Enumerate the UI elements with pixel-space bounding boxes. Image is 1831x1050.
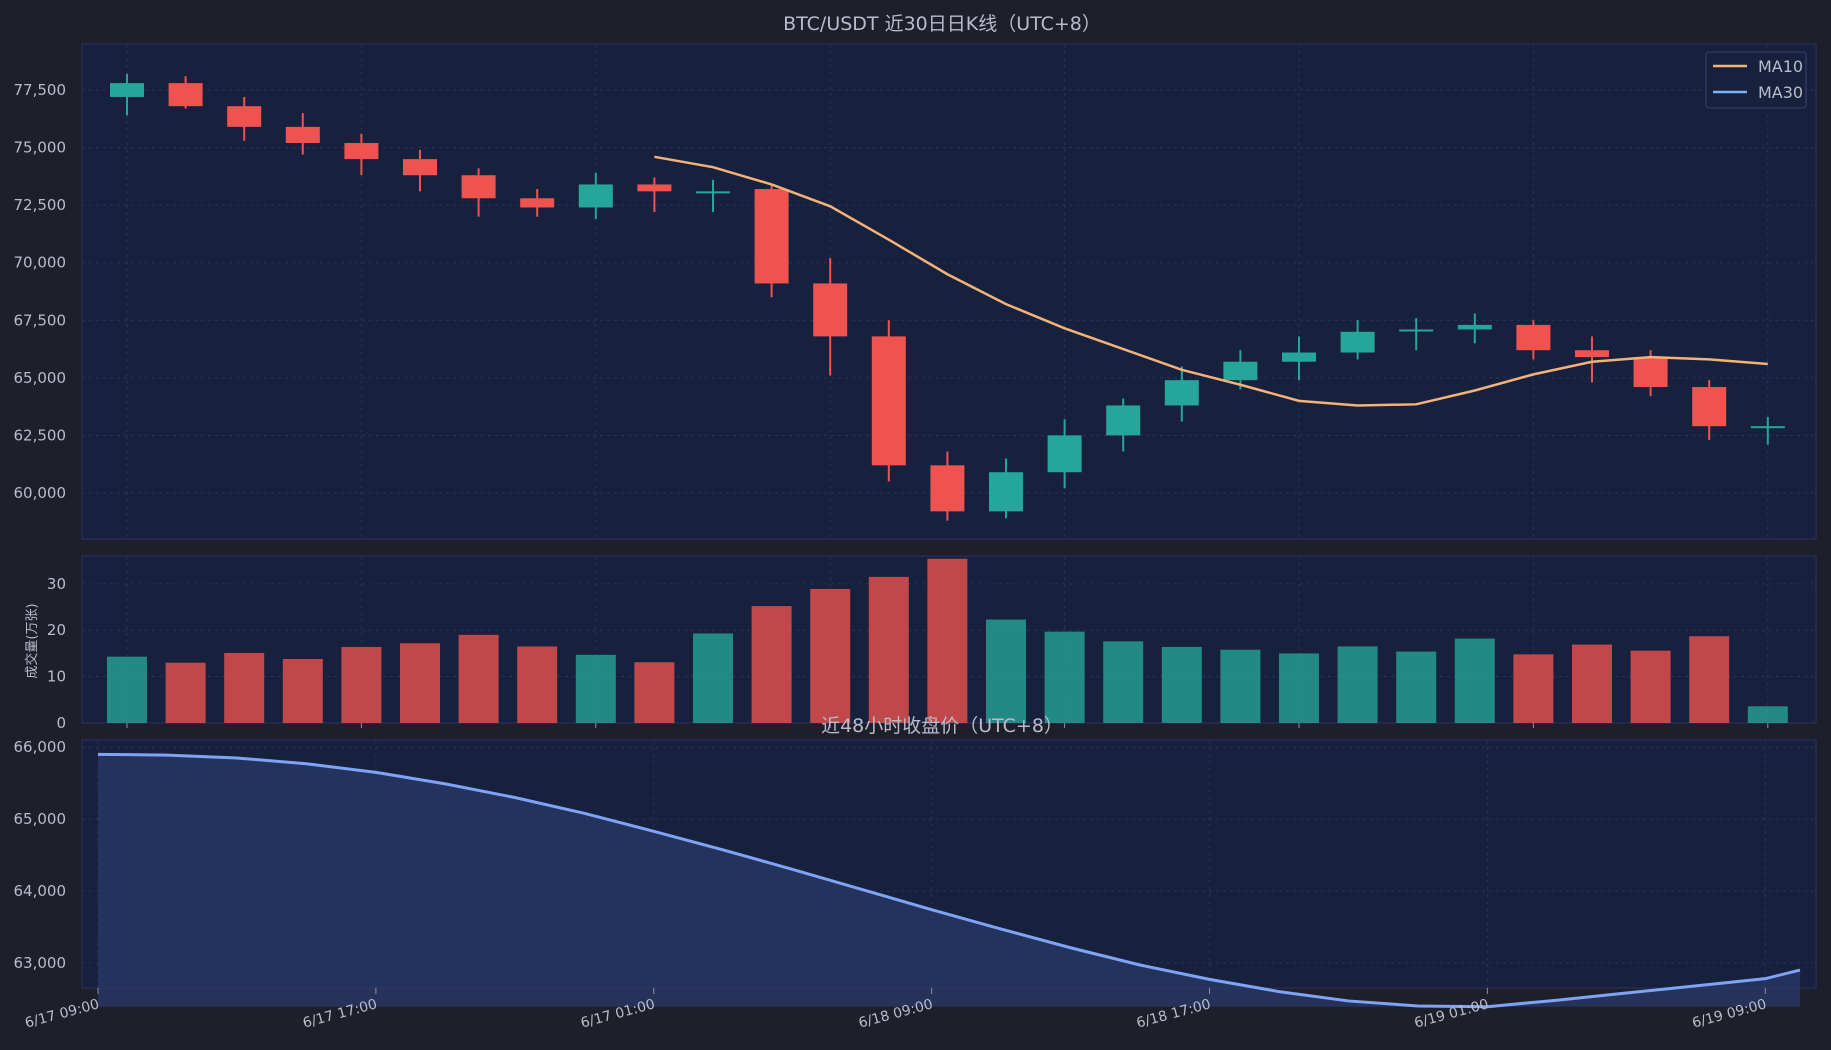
volume-bar [927, 558, 968, 723]
volume-ylabel: 成交量(万张) [24, 603, 40, 678]
candle-body-down [344, 143, 379, 160]
candle-body-up [110, 83, 144, 97]
candle-body-down [285, 126, 320, 143]
candle-body-down [1633, 357, 1668, 388]
volume-bar [1689, 636, 1730, 723]
volume-bar [1572, 644, 1612, 723]
candle-y-tick-label: 65,000 [14, 369, 67, 387]
volume-bar [986, 619, 1026, 723]
area-y-tick-label: 65,000 [14, 810, 67, 828]
candle-body-up [1106, 405, 1141, 436]
candle-body-up [1047, 435, 1082, 473]
volume-bar [751, 606, 792, 723]
legend: MA10 MA30 [1705, 51, 1807, 109]
ma10-line [654, 155, 1768, 407]
candle-y-tick-label: 70,000 [14, 254, 67, 272]
candlestick-panel [81, 43, 1817, 540]
candle-body-down [930, 465, 965, 512]
candle-y-tick-label: 62,500 [14, 426, 67, 444]
volume-bar [107, 656, 147, 723]
candle-body-up [1164, 380, 1199, 406]
volume-y-tick-label: 0 [56, 714, 66, 732]
volume-bar [282, 658, 323, 723]
volume-bar [1630, 650, 1671, 723]
volume-bar [1454, 638, 1495, 723]
legend-ma30-label: MA30 [1758, 83, 1803, 102]
candle-body-down [637, 184, 672, 192]
candle-y-tick-label: 75,000 [14, 139, 67, 157]
candle-body-up [1340, 331, 1375, 353]
volume-bar [575, 654, 616, 723]
area-title: 近48小时收盘价（UTC+8） [821, 715, 1063, 737]
candle-y-tick-label: 60,000 [14, 484, 67, 502]
volume-bar [517, 646, 558, 723]
volume-bar [868, 576, 909, 723]
candle-body-up [1282, 352, 1316, 362]
area-y-tick-label: 64,000 [14, 882, 67, 900]
volume-bar [341, 646, 382, 723]
candle-body-up [1750, 426, 1785, 429]
area-x-tick-label: 6/17 09:00 [23, 996, 101, 1031]
volume-bar [1220, 649, 1261, 723]
volume-y-tick-label: 10 [47, 668, 66, 686]
area-x-tick-label: 6/19 01:00 [1413, 996, 1491, 1031]
candle-body-up [1223, 361, 1258, 381]
candle-y-tick-label: 67,500 [14, 311, 67, 329]
volume-bar [634, 662, 675, 723]
candle-body-down [1516, 324, 1551, 351]
volume-bar [1747, 706, 1788, 723]
candle-body-up [578, 184, 613, 208]
candle-y-tick-label: 77,500 [14, 81, 67, 99]
volume-bar [224, 652, 265, 723]
area-line [97, 752, 1801, 1009]
volume-bar [1103, 641, 1144, 723]
volume-bar [810, 588, 851, 723]
candle-y-tick-label: 72,500 [14, 196, 67, 214]
area-fill [98, 754, 1800, 1007]
volume-bar [693, 633, 733, 723]
volume-bar [458, 634, 499, 723]
candle-body-down [227, 106, 262, 127]
candle-body-up [989, 472, 1023, 512]
volume-bar [1279, 653, 1319, 723]
candle-body-down [871, 336, 906, 466]
volume-bar [1161, 646, 1202, 723]
volume-bar [400, 643, 440, 723]
candle-body-down [168, 83, 203, 107]
candle-body-up [696, 191, 730, 194]
candle-body-down [403, 159, 437, 176]
area-y-tick-label: 66,000 [14, 738, 67, 756]
candle-body-up [1457, 324, 1492, 330]
candle-body-up [1399, 329, 1434, 332]
volume-bar [1396, 651, 1437, 723]
legend-ma10-label: MA10 [1758, 57, 1803, 76]
volume-y-tick-label: 20 [47, 621, 66, 639]
candle-body-down [813, 283, 848, 337]
volume-bar [165, 662, 206, 723]
volume-y-tick-label: 30 [47, 575, 66, 593]
candle-body-down [461, 175, 496, 199]
candle-body-down [1575, 350, 1609, 358]
candle-body-down [754, 189, 789, 284]
candlestick-title: BTC/USDT 近30日日K线（UTC+8） [783, 13, 1101, 35]
volume-bar [1513, 654, 1554, 723]
candle-body-down [1692, 387, 1727, 427]
area-y-tick-label: 63,000 [14, 954, 67, 972]
candle-body-down [520, 198, 555, 208]
volume-bar [1337, 646, 1378, 723]
volume-bar [1044, 631, 1085, 723]
